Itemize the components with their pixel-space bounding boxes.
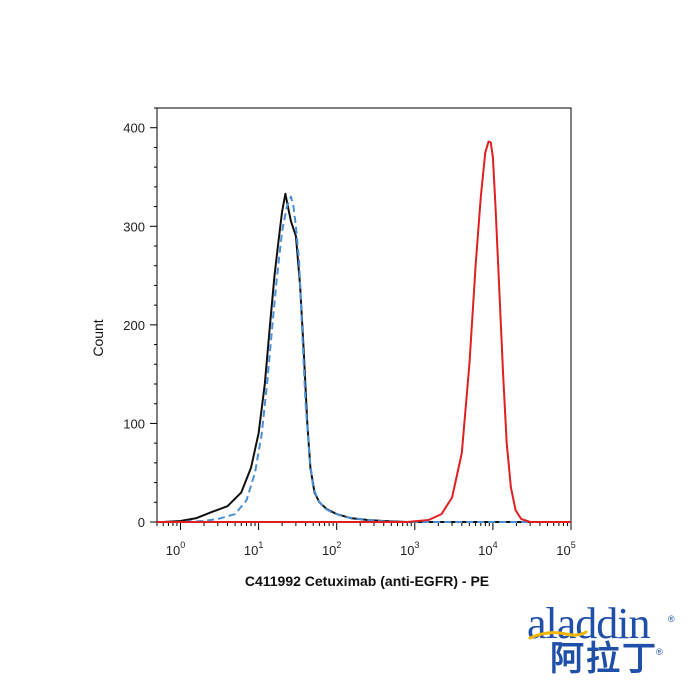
- series-line-3: [157, 140, 571, 523]
- logo-swoosh-icon: [528, 630, 588, 640]
- x-tick-label: 101: [244, 540, 263, 558]
- logo-latin-text: aladdin: [527, 599, 651, 648]
- y-tick-label: 100: [123, 416, 145, 431]
- x-tick-label: 104: [478, 540, 497, 558]
- y-tick-label: 0: [138, 515, 145, 530]
- x-tick-label: 105: [556, 540, 575, 558]
- x-tick-label: 102: [322, 540, 341, 558]
- y-axis: 0 100 200 300 400: [123, 107, 157, 530]
- series-line-2: [163, 195, 571, 523]
- x-tick-label: 100: [166, 540, 185, 558]
- y-tick-label: 300: [123, 219, 145, 234]
- y-tick-label: 200: [123, 318, 145, 333]
- logo-registered-mark: ®: [668, 614, 675, 624]
- series-layer: [157, 140, 571, 523]
- logo-registered-mark-cn: ®: [656, 647, 663, 657]
- y-tick-label: 400: [123, 121, 145, 136]
- x-axis: 100 101 102 103 104 105: [156, 522, 576, 558]
- logo-chinese-text: 阿拉丁: [550, 639, 658, 679]
- x-axis-title: C411992 Cetuximab (anti-EGFR) - PE: [245, 573, 489, 589]
- y-axis-title: Count: [90, 319, 106, 356]
- x-tick-label: 103: [400, 540, 419, 558]
